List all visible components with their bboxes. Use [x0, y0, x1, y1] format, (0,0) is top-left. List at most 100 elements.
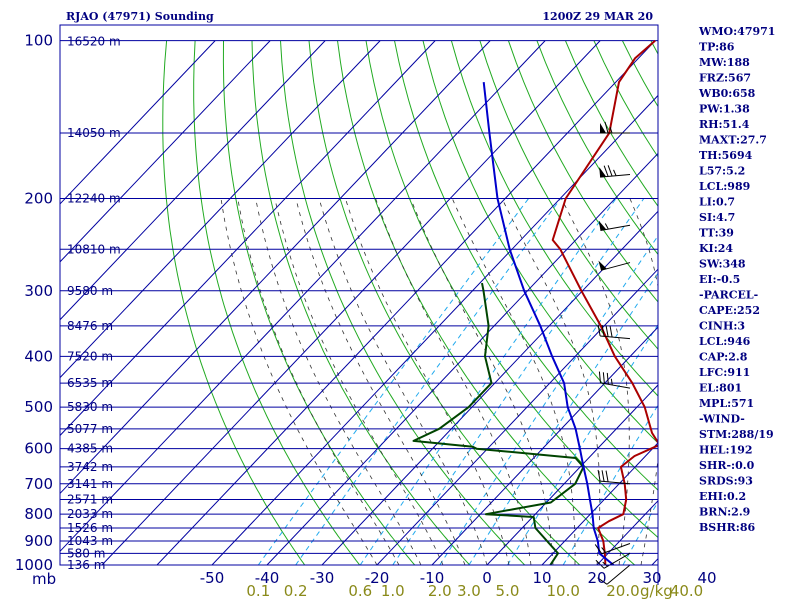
chart-time: 1200Z 29 MAR 20 — [542, 10, 653, 23]
mixing-ratio-tick-labels: 0.1 0.2 0.6 1.0 2.0 3.0 5.0 10.0 20.0 40.0 — [246, 582, 703, 600]
stat-line: MW:188 — [699, 56, 750, 69]
isotherm-line — [156, 40, 656, 565]
stat-line: CAPE:252 — [699, 304, 760, 317]
mixing-ratio-tick-label: 1.0 — [381, 582, 405, 600]
stat-line: TP:86 — [699, 41, 735, 54]
pressure-label: 800 — [24, 505, 53, 523]
stat-line: SRDS:93 — [699, 475, 753, 488]
height-label: 14050 m — [67, 126, 121, 140]
mixing-ratio-tick-label: 20.0 — [606, 582, 639, 600]
stat-line: SHR-:0.0 — [699, 459, 755, 472]
temperature-tick-label: -40 — [255, 569, 280, 587]
isotherm-line — [321, 210, 658, 565]
height-label: 2571 m — [67, 492, 113, 506]
mixing-ratio-line — [257, 198, 529, 565]
isotherm-line — [431, 326, 658, 565]
mixing-ratio-tick-label: 0.2 — [284, 582, 308, 600]
pressure-label: 200 — [24, 189, 53, 207]
stat-line: RH:51.4 — [699, 118, 750, 131]
grid-lines — [60, 40, 658, 565]
temperature-tick-label: 20 — [587, 569, 606, 587]
mixing-ratio-line — [295, 198, 562, 565]
isotherm-line — [376, 268, 658, 565]
isotherm-line — [60, 40, 326, 321]
plot-frame — [59, 24, 659, 566]
temperature-tick-label: -20 — [365, 569, 390, 587]
height-label: 2033 m — [67, 507, 113, 521]
height-label: 10810 m — [67, 242, 121, 256]
height-labels: 16520 m 14050 m 12240 m 10810 m 9580 m 8476 m… — [67, 35, 121, 572]
stat-line: MAXT:27.7 — [699, 134, 767, 147]
height-label: 1043 m — [67, 534, 113, 548]
wind-barb — [594, 543, 631, 555]
stat-line: EI:-0.5 — [699, 273, 740, 286]
isotherm-line — [541, 442, 658, 565]
pressure-label: 900 — [24, 532, 53, 550]
mixing-ratio-tick-label: 10.0 — [546, 582, 579, 600]
pressure-labels: 100 200 300 400 500 600 700 800 900 1000 — [15, 32, 53, 574]
wind-barb — [597, 324, 631, 340]
mixing-ratio-tick-label: 0.6 — [348, 582, 372, 600]
gkg-axis-label: g/kg — [640, 582, 673, 600]
stat-line: HEL:192 — [699, 444, 753, 457]
stat-line: EHI:0.2 — [699, 490, 746, 503]
temperature-tick-label: -50 — [200, 569, 225, 587]
parcel-trace — [482, 81, 615, 565]
stat-line: -PARCEL- — [699, 289, 758, 302]
mixing-ratio-tick-label: 2.0 — [428, 582, 452, 600]
stat-line: WB0:658 — [698, 87, 756, 100]
stat-line: EL:801 — [699, 382, 742, 395]
temperature-trace — [551, 39, 658, 565]
height-label: 4385 m — [67, 442, 113, 456]
isotherm-line — [60, 40, 436, 437]
wind-barb — [598, 371, 631, 389]
wind-barb — [599, 165, 631, 178]
mixing-ratio-line — [622, 500, 658, 565]
height-label: 136 m — [67, 558, 105, 572]
mixing-ratio-tick-label: 40.0 — [670, 582, 703, 600]
wind-barb — [598, 260, 631, 271]
height-label: 9580 m — [67, 284, 113, 298]
stat-line: L57:5.2 — [699, 165, 745, 178]
height-label: 6535 m — [67, 376, 113, 390]
sounding-indices-panel: WMO:47971 TP:86 MW:188 FRZ:567 WB0:658 PW:1.3… — [698, 25, 775, 534]
stat-line: LI:0.7 — [699, 196, 735, 209]
height-label: 12240 m — [67, 191, 121, 205]
pressure-label: 700 — [24, 475, 53, 493]
isotherm-line — [486, 384, 658, 565]
wind-barb — [597, 469, 631, 485]
isotherm-line — [101, 40, 601, 565]
stat-line: STM:288/19 — [699, 428, 774, 441]
temperature-tick-label: 40 — [697, 569, 716, 587]
temperature-tick-label: 10 — [532, 569, 551, 587]
isotherm-line — [60, 40, 546, 553]
mixing-ratio-line — [359, 198, 617, 565]
temperature-tick-label: -10 — [420, 569, 445, 587]
wind-barbs — [594, 121, 631, 585]
isotherm-line — [60, 40, 271, 263]
stat-line: WMO:47971 — [698, 25, 775, 38]
isotherm-line — [60, 40, 491, 495]
isotherm-line — [266, 152, 658, 565]
wind-barb — [595, 552, 631, 569]
mixing-ratio-tick-label: 0.1 — [246, 582, 270, 600]
stat-line: CAP:2.8 — [699, 351, 748, 364]
temperature-tick-label: -30 — [310, 569, 335, 587]
moist-adiabat-line — [295, 198, 466, 565]
height-label: 5077 m — [67, 422, 113, 436]
mixing-ratio-tick-label: 5.0 — [496, 582, 520, 600]
wind-barb — [597, 564, 631, 585]
stat-line: FRZ:567 — [699, 72, 751, 85]
pressure-label: 300 — [24, 282, 53, 300]
stat-line: LCL:989 — [699, 180, 750, 193]
stat-line: -WIND- — [699, 413, 745, 426]
mb-axis-label: mb — [32, 570, 56, 588]
pressure-label: 1000 — [15, 556, 53, 574]
height-label: 8476 m — [67, 319, 113, 333]
height-label: 7520 m — [67, 349, 113, 363]
moist-adiabat-line — [255, 198, 422, 565]
chart-title: RJAO (47971) Sounding — [66, 10, 214, 23]
height-label: 3742 m — [67, 460, 113, 474]
pressure-label: 500 — [24, 398, 53, 416]
